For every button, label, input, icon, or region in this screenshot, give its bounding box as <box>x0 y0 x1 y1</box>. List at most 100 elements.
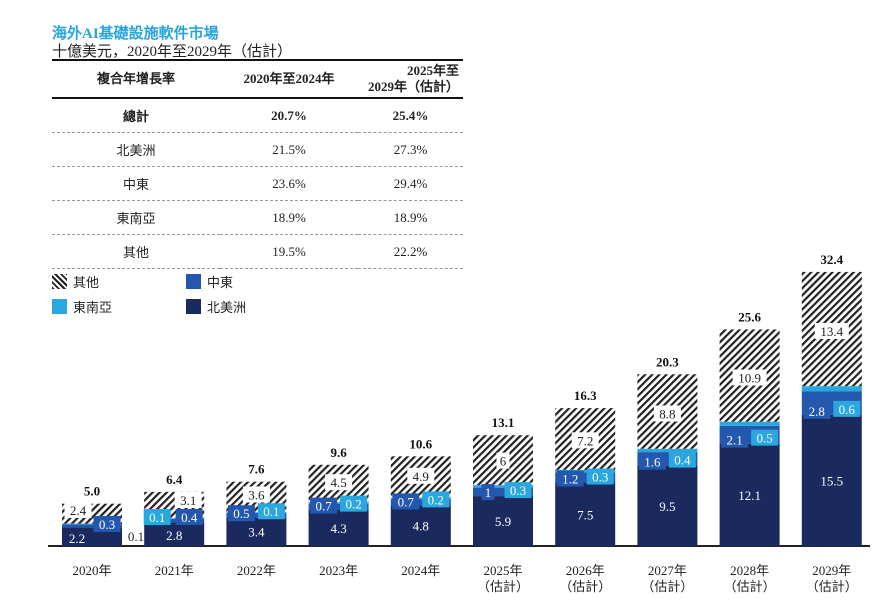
other-label-box <box>325 474 353 491</box>
bar-middle-east <box>226 513 287 518</box>
southeast-asia-label: 0.5 <box>756 431 772 446</box>
north-america-label: 3.4 <box>248 525 265 540</box>
middle-east-label-box <box>93 516 121 532</box>
table-cell-b: 18.9% <box>358 200 463 235</box>
middle-east-label-box <box>227 505 255 522</box>
table-cell-a: 19.5% <box>220 234 358 269</box>
table-row: 北美洲 21.5% 27.3% <box>52 132 463 167</box>
table-row: 東南亞 18.9% 18.9% <box>52 200 463 235</box>
x-tick-label: 2020年 <box>72 563 111 578</box>
other-label: 3.1 <box>180 493 196 508</box>
legend-label: 中東 <box>207 275 234 290</box>
middle-east-label-box <box>638 453 666 470</box>
middle-east-label-box <box>556 470 584 487</box>
north-america-label: 5.9 <box>495 514 511 529</box>
total-label: 16.3 <box>574 388 597 403</box>
other-label-box <box>732 369 767 386</box>
bar-southeast-asia <box>473 485 533 488</box>
middle-east-label-box <box>721 431 749 448</box>
total-label: 9.6 <box>330 445 347 460</box>
middle-east-label: 0.4 <box>181 510 198 525</box>
legend-label: 其他 <box>73 275 100 290</box>
other-label-box <box>496 452 510 469</box>
table-row: 總計 20.7% 25.4% <box>52 98 463 133</box>
other-label: 4.9 <box>413 469 429 484</box>
bar-southeast-asia <box>226 512 287 514</box>
x-tick-label: （估計） <box>724 579 776 594</box>
total-label: 6.4 <box>166 472 183 487</box>
other-label-box <box>653 405 681 422</box>
bar-southeast-asia <box>62 523 122 525</box>
middle-east-label: 1.6 <box>644 455 661 470</box>
hatch-swatch-icon <box>52 274 67 289</box>
legend-label: 北美洲 <box>207 300 247 315</box>
x-tick-label: （估計） <box>641 579 693 594</box>
chart-title: 海外AI基礎設施軟件市場 <box>52 26 219 42</box>
legend-item-north-america: 北美洲 <box>186 297 246 316</box>
x-tick-label: （估計） <box>559 579 611 594</box>
southeast-asia-label: 0.1 <box>149 510 165 525</box>
bar-middle-east <box>473 487 533 497</box>
total-label: 7.6 <box>248 462 265 477</box>
middle-east-label: 1.2 <box>562 472 578 487</box>
x-tick-label: 2028年 <box>730 563 769 578</box>
x-tick-label: 2027年 <box>648 563 687 578</box>
legend-label: 東南亞 <box>73 300 113 315</box>
southeast-asia-label-box <box>833 400 861 417</box>
southeast-asia-label-box <box>257 503 285 520</box>
southeast-asia-label-box <box>340 495 368 512</box>
middle-east-label-box <box>481 484 495 501</box>
table-row: 中東 23.6% 29.4% <box>52 166 463 201</box>
cagr-table: 複合年增長率 2020年至2024年 2025年至 2029年（估計） 總計 20… <box>52 59 463 269</box>
southeast-asia-label: 0.3 <box>592 470 608 485</box>
other-label: 2.4 <box>70 503 87 518</box>
southeast-asia-label-box <box>504 482 532 499</box>
total-label: 5.0 <box>84 484 100 499</box>
table-cell-a: 21.5% <box>220 132 358 167</box>
southeast-asia-label-box <box>668 451 696 468</box>
total-label: 32.4 <box>820 252 843 267</box>
north-america-label: 4.3 <box>330 521 346 536</box>
bar-north-america <box>390 505 451 546</box>
bar-southeast-asia <box>801 386 862 392</box>
bar-middle-east <box>308 503 369 510</box>
north-america-label: 2.2 <box>69 531 85 546</box>
bar-middle-east <box>144 518 205 523</box>
southeast-asia-label-box <box>586 468 614 485</box>
col-header-2025-2029: 2025年至 2029年（估計） <box>367 63 459 94</box>
southeast-asia-label: 0.2 <box>345 497 361 512</box>
table-cell-b: 25.4% <box>358 98 463 133</box>
total-label: 13.1 <box>492 415 515 430</box>
other-label: 4.5 <box>330 475 346 490</box>
other-label-box <box>571 432 599 449</box>
other-label-box <box>407 467 435 484</box>
southeast-asia-label: 0.3 <box>510 483 526 498</box>
bar-north-america <box>308 509 369 546</box>
southeast-asia-label-box <box>422 491 450 508</box>
bar-north-america <box>719 443 780 546</box>
table-cell-label: 中東 <box>52 166 220 201</box>
x-tick-label: 2026年 <box>566 563 605 578</box>
total-label: 25.6 <box>738 309 761 324</box>
other-label-box <box>242 486 270 503</box>
x-tick-label: （估計） <box>806 579 858 594</box>
other-label-box <box>174 492 202 508</box>
table-row: 其他 19.5% 22.2% <box>52 234 463 269</box>
total-label: 10.6 <box>409 436 432 451</box>
middle-east-label-box <box>803 402 831 419</box>
bar-north-america <box>555 482 616 546</box>
other-label: 8.8 <box>659 406 675 421</box>
table-cell-a: 20.7% <box>220 98 358 133</box>
legend-item-southeast-asia: 東南亞 <box>52 297 112 316</box>
x-tick-label: （估計） <box>477 579 529 594</box>
legend-item-middle-east: 中東 <box>186 272 233 291</box>
southeast-asia-label-box <box>122 528 150 544</box>
other-label: 3.6 <box>248 487 265 502</box>
middle-east-label: 0.7 <box>315 499 332 514</box>
total-label: 20.3 <box>656 354 679 369</box>
x-tick-label: 2024年 <box>401 563 440 578</box>
bar-north-america <box>144 522 205 546</box>
bar-middle-east <box>390 499 451 506</box>
middle-east-label-box <box>310 497 338 514</box>
